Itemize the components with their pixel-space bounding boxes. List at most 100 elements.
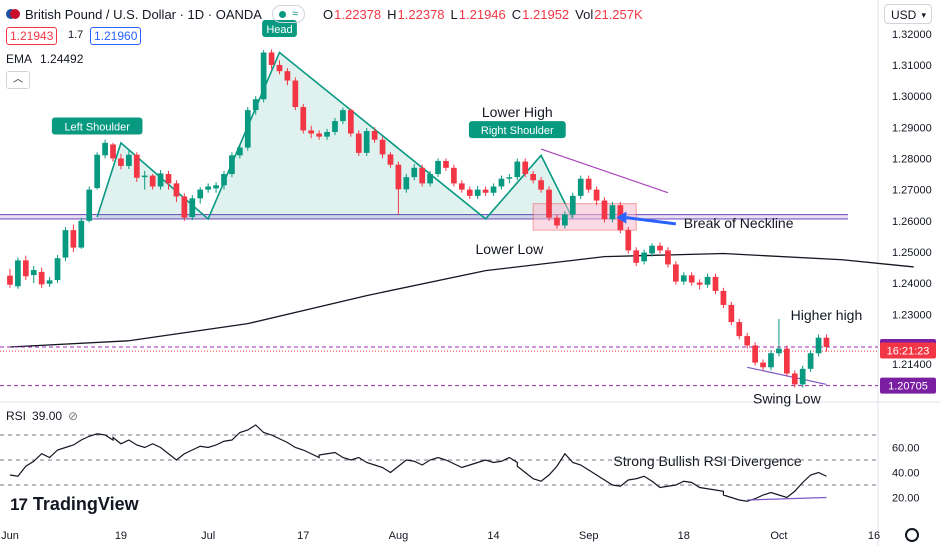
candle-body [395, 164, 402, 190]
ema-value: 1.24492 [40, 52, 84, 66]
time-axis-label: 14 [487, 530, 499, 542]
time-axis-label: Oct [770, 530, 787, 542]
time-axis-label: 17 [297, 530, 309, 542]
candle-body [673, 264, 679, 282]
annotation-label: Higher high [791, 307, 863, 323]
annotation-label: Lower High [482, 104, 553, 120]
ema-legend[interactable]: EMA 1.24492 [6, 52, 83, 66]
candle-body [379, 139, 386, 155]
annotation-label: Right Shoulder [481, 125, 554, 137]
candle-body [466, 189, 473, 196]
close-label: C [511, 6, 522, 22]
candle-body [355, 133, 362, 153]
candle-body [141, 175, 148, 178]
annotation-box [262, 19, 297, 37]
time-axis-label: Sep [579, 530, 599, 542]
candle-body [363, 131, 370, 153]
candle-body [252, 99, 259, 111]
candle-body [554, 217, 560, 226]
candle-body [126, 154, 132, 166]
candle-body [482, 189, 489, 193]
volume-value: 21.257K [594, 6, 643, 22]
candle-body [316, 133, 322, 137]
candle-body [538, 180, 544, 190]
rsi-tick-label: 40.00 [892, 468, 920, 480]
currency-select[interactable]: USD ▾ [884, 4, 932, 24]
candle-body [173, 183, 180, 197]
candle-body [292, 80, 299, 108]
pill-glyph: ≈ [291, 8, 299, 20]
price-badge-label: 1.20705 [888, 381, 928, 393]
annotation-label: Left Shoulder [64, 122, 130, 134]
hide-eye-icon[interactable]: ⊘ [68, 409, 79, 423]
annotation-label: Strong Bullish RSI Divergence [613, 453, 802, 469]
price-tick-label: 1.29000 [892, 122, 932, 134]
candle-body [815, 337, 822, 354]
candle-body [244, 110, 251, 148]
candle-body [807, 353, 814, 369]
settings-gear-icon[interactable] [905, 528, 919, 542]
candle-body [22, 260, 29, 277]
price-tick-label: 1.25000 [892, 247, 932, 259]
sync-pill[interactable]: ≈ [271, 5, 306, 23]
candle-body [78, 220, 85, 248]
candle-body [688, 275, 695, 283]
candle-body [213, 185, 219, 189]
ema-label: EMA [6, 52, 33, 66]
candle-body [157, 173, 164, 187]
candle-body [665, 250, 671, 265]
candle-body [823, 337, 830, 348]
annotation-label: Lower Low [476, 241, 545, 257]
time-axis-label: 16 [868, 530, 880, 542]
candle-body [340, 110, 346, 122]
collapse-legend-button[interactable]: ︿ [6, 71, 30, 89]
rsi-legend[interactable]: RSI 39.00 ⊘ [6, 409, 78, 423]
price-tick-label: 1.32000 [892, 29, 932, 41]
price-badge [880, 342, 936, 359]
hs-pattern-fill [97, 52, 573, 219]
price-tick-label: 1.30000 [892, 91, 932, 103]
candle-body [38, 271, 45, 285]
candle-body [760, 362, 766, 368]
break-arrow-shaft [626, 216, 677, 226]
close-value: 1.21952 [522, 6, 570, 22]
time-axis-label: Jun [1, 530, 19, 542]
candle-body [149, 175, 156, 187]
annotation-box [51, 117, 143, 135]
candle-body [625, 230, 632, 251]
candle-body [237, 147, 243, 156]
candle-body [783, 348, 790, 374]
candle-body [387, 154, 394, 165]
symbol-title[interactable]: British Pound / U.S. Dollar · 1D · OANDA [25, 6, 262, 22]
candle-body [94, 154, 101, 189]
sell-button[interactable]: 1.21943 [6, 27, 58, 45]
candle-body [728, 304, 735, 323]
low-label: L [450, 6, 458, 22]
rsi-value: 39.00 [32, 409, 63, 423]
buy-button[interactable]: 1.21960 [90, 27, 142, 45]
candle-body [46, 280, 53, 284]
annotation-label: Break of Neckline [684, 215, 794, 231]
candle-body [498, 178, 505, 187]
high-label: H [387, 6, 397, 22]
candle-body [736, 322, 743, 337]
annotation-label: Head [266, 24, 292, 36]
tradingview-logo[interactable]: 17 TradingView [10, 494, 139, 515]
candle-body [514, 161, 521, 178]
rsi-divergence-line [747, 496, 827, 501]
rsi-label: RSI [6, 409, 27, 423]
price-tick-label: 1.26000 [892, 216, 932, 228]
candle-body [7, 275, 13, 285]
candle-body [86, 189, 93, 221]
candle-body [347, 110, 354, 134]
candle-body [165, 174, 172, 184]
high-value: 1.22378 [397, 6, 445, 22]
candle-body [680, 275, 687, 282]
candle-body [577, 178, 584, 196]
candle-body [181, 196, 188, 218]
low-value: 1.21946 [458, 6, 506, 22]
candle-body [696, 282, 703, 285]
candle-body [15, 260, 21, 287]
